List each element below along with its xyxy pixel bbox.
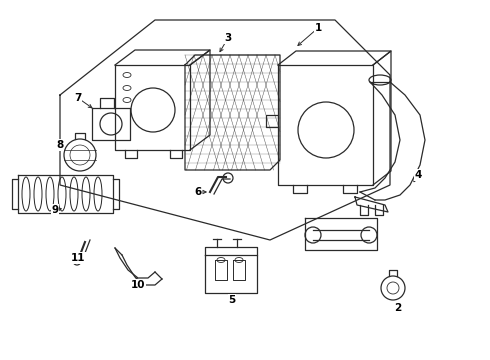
Text: 2: 2: [394, 303, 402, 313]
Text: 9: 9: [51, 205, 59, 215]
Text: 10: 10: [131, 280, 145, 290]
Text: 3: 3: [224, 33, 232, 43]
Text: 4: 4: [415, 170, 422, 180]
Text: 1: 1: [315, 23, 321, 33]
Text: 6: 6: [195, 187, 201, 197]
Text: 8: 8: [56, 140, 64, 150]
Text: 5: 5: [228, 295, 236, 305]
Text: 7: 7: [74, 93, 82, 103]
Text: 11: 11: [71, 253, 85, 263]
